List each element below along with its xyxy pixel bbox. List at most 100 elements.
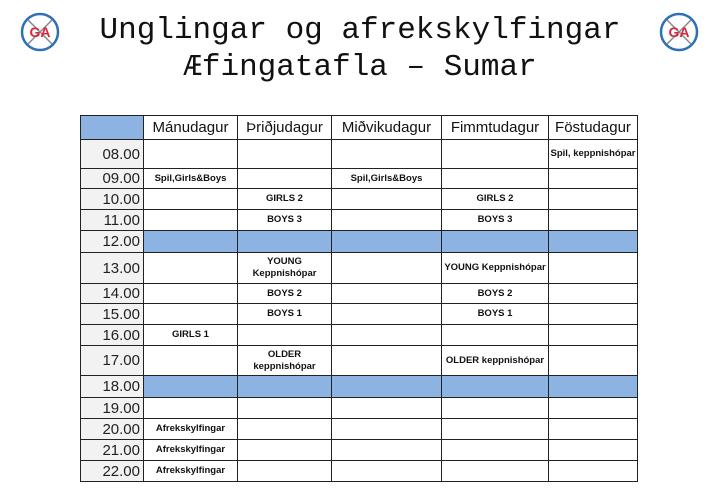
session-cell: [331, 460, 442, 482]
session-cell: Afrekskylfingar: [143, 439, 238, 461]
session-cell: [548, 283, 638, 304]
session-cell: [548, 324, 638, 346]
table-row: 09.00 Spil,Girls&Boys Spil,Girls&Boys: [80, 168, 638, 189]
session-cell: [548, 345, 638, 376]
session-cell: [331, 303, 442, 325]
session-cell: [441, 460, 549, 482]
session-cell: GIRLS 2: [237, 188, 332, 210]
session-cell: [331, 139, 442, 169]
time-cell: 18.00: [80, 375, 144, 398]
session-cell: BOYS 3: [441, 209, 549, 231]
time-cell: 13.00: [80, 252, 144, 284]
session-cell: [441, 324, 549, 346]
svg-text:GA: GA: [669, 24, 690, 40]
session-cell: [548, 188, 638, 210]
session-cell: [441, 139, 549, 169]
session-cell: [548, 252, 638, 284]
table-row: 16.00 GIRLS 1: [80, 324, 638, 346]
session-cell: [143, 303, 238, 325]
day-header: Fimmtudagur: [441, 115, 549, 140]
session-cell: [237, 439, 332, 461]
session-cell: YOUNG Keppnishópar: [441, 252, 549, 284]
schedule-table: Mánudagur Þriðjudagur Miðvikudagur Fimmtuda…: [80, 115, 638, 482]
session-cell: [548, 375, 638, 398]
time-cell: 17.00: [80, 345, 144, 376]
header-row: Mánudagur Þriðjudagur Miðvikudagur Fimmtuda…: [80, 115, 638, 140]
table-row: 22.00 Afrekskylfingar: [80, 460, 638, 482]
session-cell: [441, 375, 549, 398]
table-row: 15.00 BOYS 1 BOYS 1: [80, 303, 638, 325]
svg-text:GA: GA: [30, 24, 51, 40]
session-cell: BOYS 3: [237, 209, 332, 231]
table-row: 20.00 Afrekskylfingar: [80, 418, 638, 440]
session-cell: [143, 283, 238, 304]
session-cell: [548, 209, 638, 231]
session-cell: [331, 252, 442, 284]
table-row: 18.00: [80, 375, 638, 398]
table-row: 19.00: [80, 397, 638, 419]
time-cell: 21.00: [80, 439, 144, 461]
session-cell: [548, 439, 638, 461]
session-cell: OLDER keppnishópar: [237, 345, 332, 376]
session-cell: [143, 209, 238, 231]
session-cell: [143, 188, 238, 210]
session-cell: GIRLS 2: [441, 188, 549, 210]
session-cell: [331, 439, 442, 461]
session-cell: [331, 283, 442, 304]
session-cell: [441, 168, 549, 189]
table-row: 12.00: [80, 230, 638, 253]
time-cell: 12.00: [80, 230, 144, 253]
table-row: 21.00 Afrekskylfingar: [80, 439, 638, 461]
session-cell: [237, 168, 332, 189]
session-cell: [143, 139, 238, 169]
session-cell: [143, 345, 238, 376]
session-cell: [441, 418, 549, 440]
time-cell: 15.00: [80, 303, 144, 325]
day-header: Mánudagur: [143, 115, 238, 140]
table-row: 17.00 OLDER keppnishópar OLDER keppnishópa…: [80, 345, 638, 376]
session-cell: [548, 397, 638, 419]
time-cell: 11.00: [80, 209, 144, 231]
time-cell: 09.00: [80, 168, 144, 189]
session-cell: [331, 418, 442, 440]
session-cell: [331, 230, 442, 253]
session-cell: [441, 439, 549, 461]
session-cell: [143, 375, 238, 398]
session-cell: YOUNG Keppnishópar: [237, 252, 332, 284]
day-header: Miðvikudagur: [331, 115, 442, 140]
corner-cell: [80, 115, 144, 140]
time-cell: 16.00: [80, 324, 144, 346]
session-cell: BOYS 1: [441, 303, 549, 325]
session-cell: Spil,Girls&Boys: [143, 168, 238, 189]
table-row: 10.00 GIRLS 2 GIRLS 2: [80, 188, 638, 210]
session-cell: [237, 418, 332, 440]
session-cell: [331, 397, 442, 419]
session-cell: GIRLS 1: [143, 324, 238, 346]
session-cell: [548, 460, 638, 482]
page-subtitle: Æfingatafla – Sumar: [183, 50, 537, 85]
table-row: 11.00 BOYS 3 BOYS 3: [80, 209, 638, 231]
day-header: Föstudagur: [548, 115, 638, 140]
time-cell: 14.00: [80, 283, 144, 304]
session-cell: [331, 375, 442, 398]
session-cell: [143, 397, 238, 419]
session-cell: [548, 230, 638, 253]
table-row: 08.00 Spil, keppnishópar: [80, 139, 638, 169]
session-cell: [237, 324, 332, 346]
session-cell: [441, 230, 549, 253]
session-cell: [548, 168, 638, 189]
club-logo-right: GA: [659, 12, 699, 52]
session-cell: Spil,Girls&Boys: [331, 168, 442, 189]
session-cell: [237, 230, 332, 253]
session-cell: [331, 188, 442, 210]
session-cell: Spil, keppnishópar: [548, 139, 638, 169]
time-cell: 10.00: [80, 188, 144, 210]
session-cell: Afrekskylfingar: [143, 418, 238, 440]
day-header: Þriðjudagur: [237, 115, 332, 140]
session-cell: [548, 418, 638, 440]
time-cell: 08.00: [80, 139, 144, 169]
table-row: 13.00 YOUNG Keppnishópar YOUNG Keppnishópa…: [80, 252, 638, 284]
time-cell: 22.00: [80, 460, 144, 482]
session-cell: [548, 303, 638, 325]
session-cell: OLDER keppnishópar: [441, 345, 549, 376]
